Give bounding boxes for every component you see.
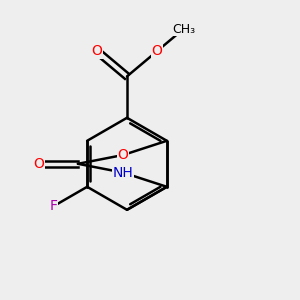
Text: O: O — [33, 157, 44, 171]
Text: NH: NH — [113, 166, 134, 180]
Text: O: O — [92, 44, 103, 58]
Text: F: F — [49, 200, 57, 213]
Text: O: O — [118, 148, 128, 162]
Text: O: O — [152, 44, 162, 58]
Text: CH₃: CH₃ — [172, 22, 195, 36]
